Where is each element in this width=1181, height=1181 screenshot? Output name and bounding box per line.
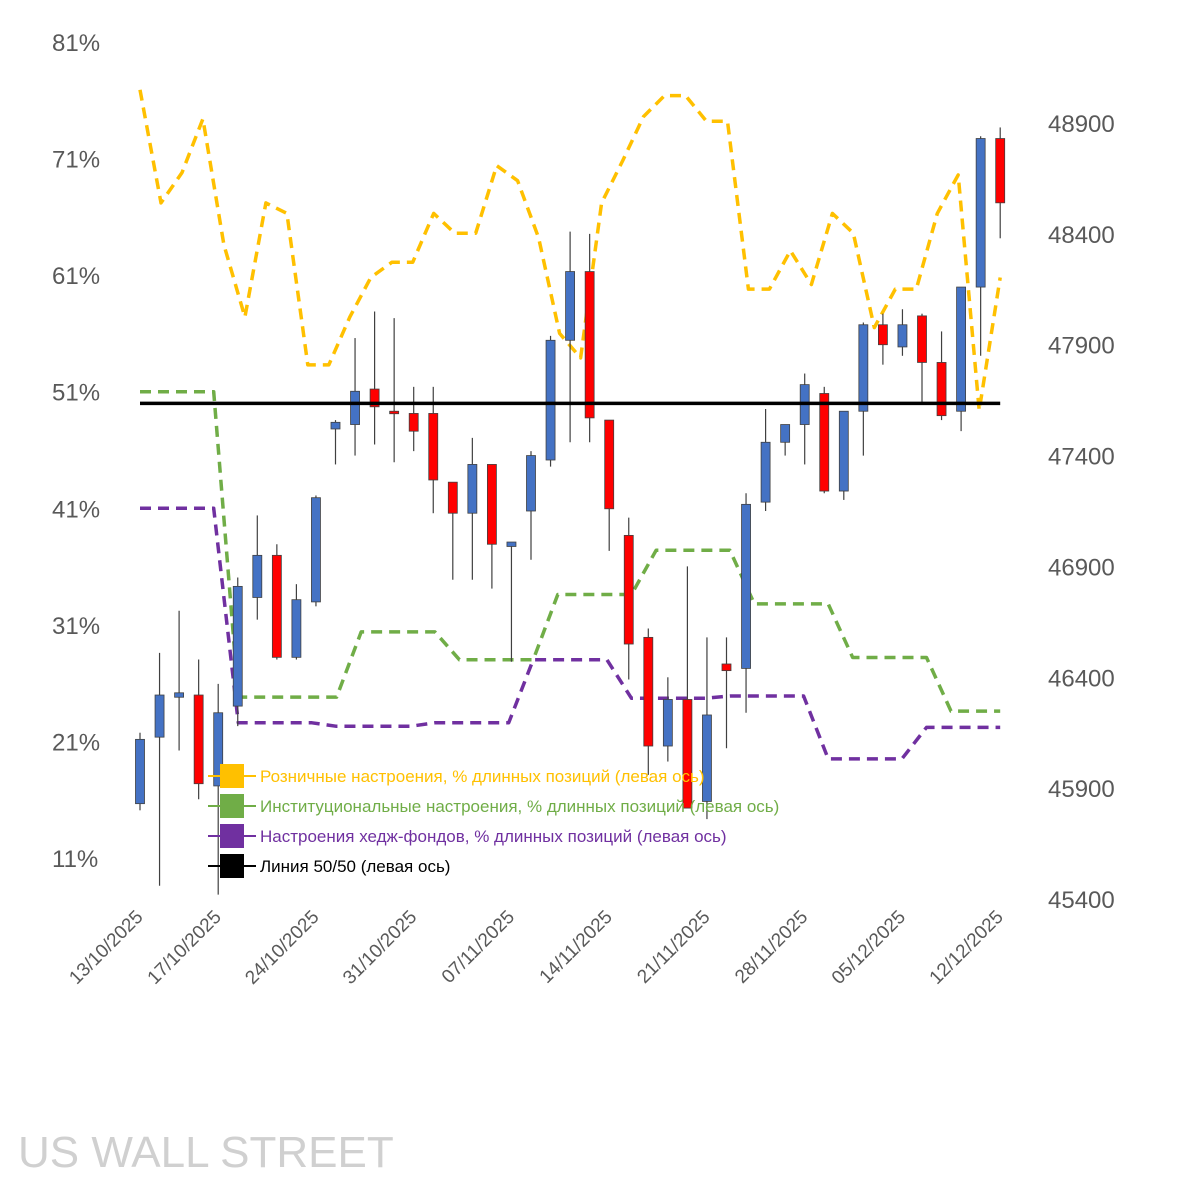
candle-body	[721, 663, 732, 672]
candle-body	[447, 481, 458, 514]
candle-body	[975, 138, 986, 288]
watermark: US WALL STREET	[18, 1128, 394, 1177]
candle-body	[350, 390, 360, 425]
legend-swatch	[220, 824, 244, 848]
right-axis-tick: 46400	[1048, 665, 1115, 692]
candle-body	[780, 424, 791, 443]
candle-body	[623, 534, 634, 645]
legend-label: Розничные настроения, % длинных позиций …	[260, 767, 705, 786]
candle-body	[467, 464, 478, 514]
left-axis-tick: 51%	[52, 380, 100, 407]
candle-body	[643, 636, 654, 747]
x-axis-tick: 31/10/2025	[339, 907, 421, 989]
candle-body	[858, 324, 869, 412]
left-axis-tick: 31%	[52, 613, 100, 640]
candle-body	[760, 441, 771, 503]
candle-body	[369, 388, 380, 408]
candle-body	[604, 419, 615, 510]
x-axis-tick: 28/11/2025	[731, 907, 812, 988]
candle-body	[154, 694, 165, 738]
x-axis-tick: 24/10/2025	[241, 907, 323, 989]
left-axis-tick: 11%	[52, 846, 98, 873]
candle-body	[174, 692, 185, 698]
candle-body	[526, 455, 536, 512]
x-axis-tick: 05/12/2025	[828, 907, 910, 989]
right-axis-tick: 48400	[1048, 222, 1115, 249]
legend-label: Институциональные настроения, % длинных …	[260, 797, 779, 816]
candle-body	[838, 410, 849, 492]
candle-body	[584, 271, 595, 419]
right-axis-tick: 45400	[1048, 887, 1115, 914]
candle-body	[819, 393, 830, 492]
legend-swatch	[220, 794, 244, 818]
x-axis-tick: 17/10/2025	[144, 907, 226, 989]
x-axis-tick: 07/11/2025	[438, 907, 519, 988]
candle-body	[917, 315, 927, 363]
candle-body	[878, 324, 888, 346]
candle-body	[565, 271, 575, 341]
legend-swatch	[220, 854, 244, 878]
candle-body	[682, 699, 693, 809]
candle-body	[311, 497, 321, 603]
candle-body	[702, 714, 712, 802]
right-axis-tick: 47900	[1048, 333, 1115, 360]
candle-body	[213, 712, 224, 787]
candle-body	[741, 503, 751, 669]
x-axis-tick: 12/12/2025	[926, 907, 1008, 989]
left-axis-tick: 61%	[52, 263, 100, 290]
left-axis-tick: 81%	[52, 30, 100, 57]
x-axis-tick: 21/11/2025	[633, 907, 714, 988]
candle-body	[545, 339, 556, 461]
left-axis-tick: 71%	[52, 147, 100, 174]
candle-body	[995, 138, 1006, 204]
legend-label: Линия 50/50 (левая ось)	[260, 857, 450, 876]
left-axis-tick: 21%	[52, 729, 100, 756]
candle-body	[389, 410, 400, 415]
candle-body	[232, 585, 243, 707]
candle-body	[428, 413, 439, 481]
candle-body	[271, 554, 282, 658]
candle-body	[506, 541, 517, 547]
institutional-sentiment-line	[140, 389, 1001, 713]
right-axis-tick: 47400	[1048, 444, 1115, 471]
right-axis-tick: 48900	[1048, 111, 1115, 138]
candle-body	[936, 362, 947, 417]
x-axis-tick: 13/10/2025	[65, 907, 147, 989]
candle-body	[897, 324, 908, 348]
candle-body	[291, 599, 302, 658]
candle-body	[330, 421, 341, 430]
candle-body	[486, 464, 497, 545]
right-axis-tick: 45900	[1048, 776, 1115, 803]
legend-swatch	[220, 764, 244, 788]
candle-body	[662, 699, 673, 747]
candle-body	[408, 413, 419, 432]
candle-body	[252, 554, 263, 598]
left-axis-tick: 41%	[52, 496, 100, 523]
hedge-fund-sentiment-line	[140, 506, 1001, 761]
candle-body	[135, 738, 145, 805]
legend-label: Настроения хедж-фондов, % длинных позици…	[260, 827, 727, 846]
x-axis-tick: 14/11/2025	[536, 907, 617, 988]
right-axis-tick: 46900	[1048, 554, 1115, 581]
candle-body	[193, 694, 204, 785]
candle-body	[956, 286, 966, 412]
